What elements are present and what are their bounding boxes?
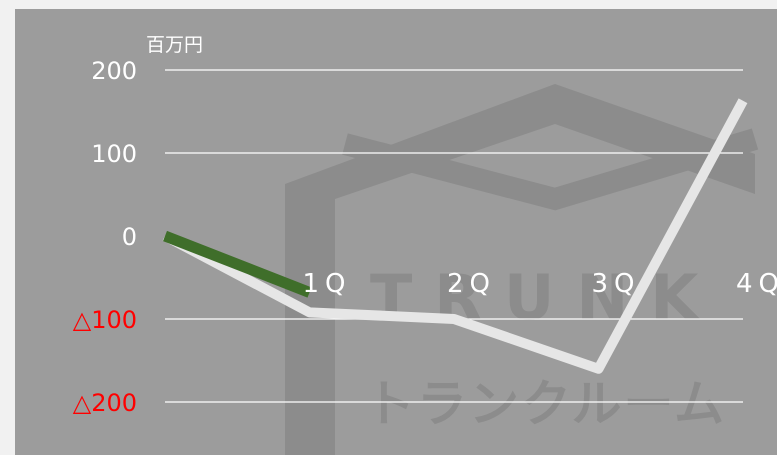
series-line (162, 230, 312, 298)
y-axis-unit: 百万円 (146, 34, 203, 56)
x-axis: 1Q 2Q 3Q 4Q (302, 269, 777, 299)
y-tick-label: 200 (91, 57, 137, 85)
series-line (162, 98, 748, 374)
y-tick-label: △200 (73, 389, 137, 417)
series-lines (162, 98, 748, 374)
x-category-label: 2Q (447, 269, 496, 299)
x-category-label: 4Q (736, 269, 777, 299)
y-tick-label: △100 (73, 306, 137, 334)
watermark-subtitle: トランクルーム (365, 375, 726, 433)
x-category-label: 3Q (591, 269, 640, 299)
y-tick-label: 0 (122, 223, 137, 251)
line-chart: TRUNK トランクルーム 200 100 0 △100 △200 百万円 1Q 2Q 3Q… (73, 34, 777, 455)
x-category-label: 1Q (302, 269, 351, 299)
y-axis: 200 100 0 △100 △200 (73, 57, 137, 417)
y-tick-label: 100 (91, 140, 137, 168)
chart-panel: TRUNK トランクルーム 200 100 0 △100 △200 百万円 1Q 2Q 3Q… (15, 9, 777, 455)
watermark-title: TRUNK (370, 261, 720, 334)
trunk-logo-watermark: TRUNK トランクルーム (285, 84, 759, 455)
